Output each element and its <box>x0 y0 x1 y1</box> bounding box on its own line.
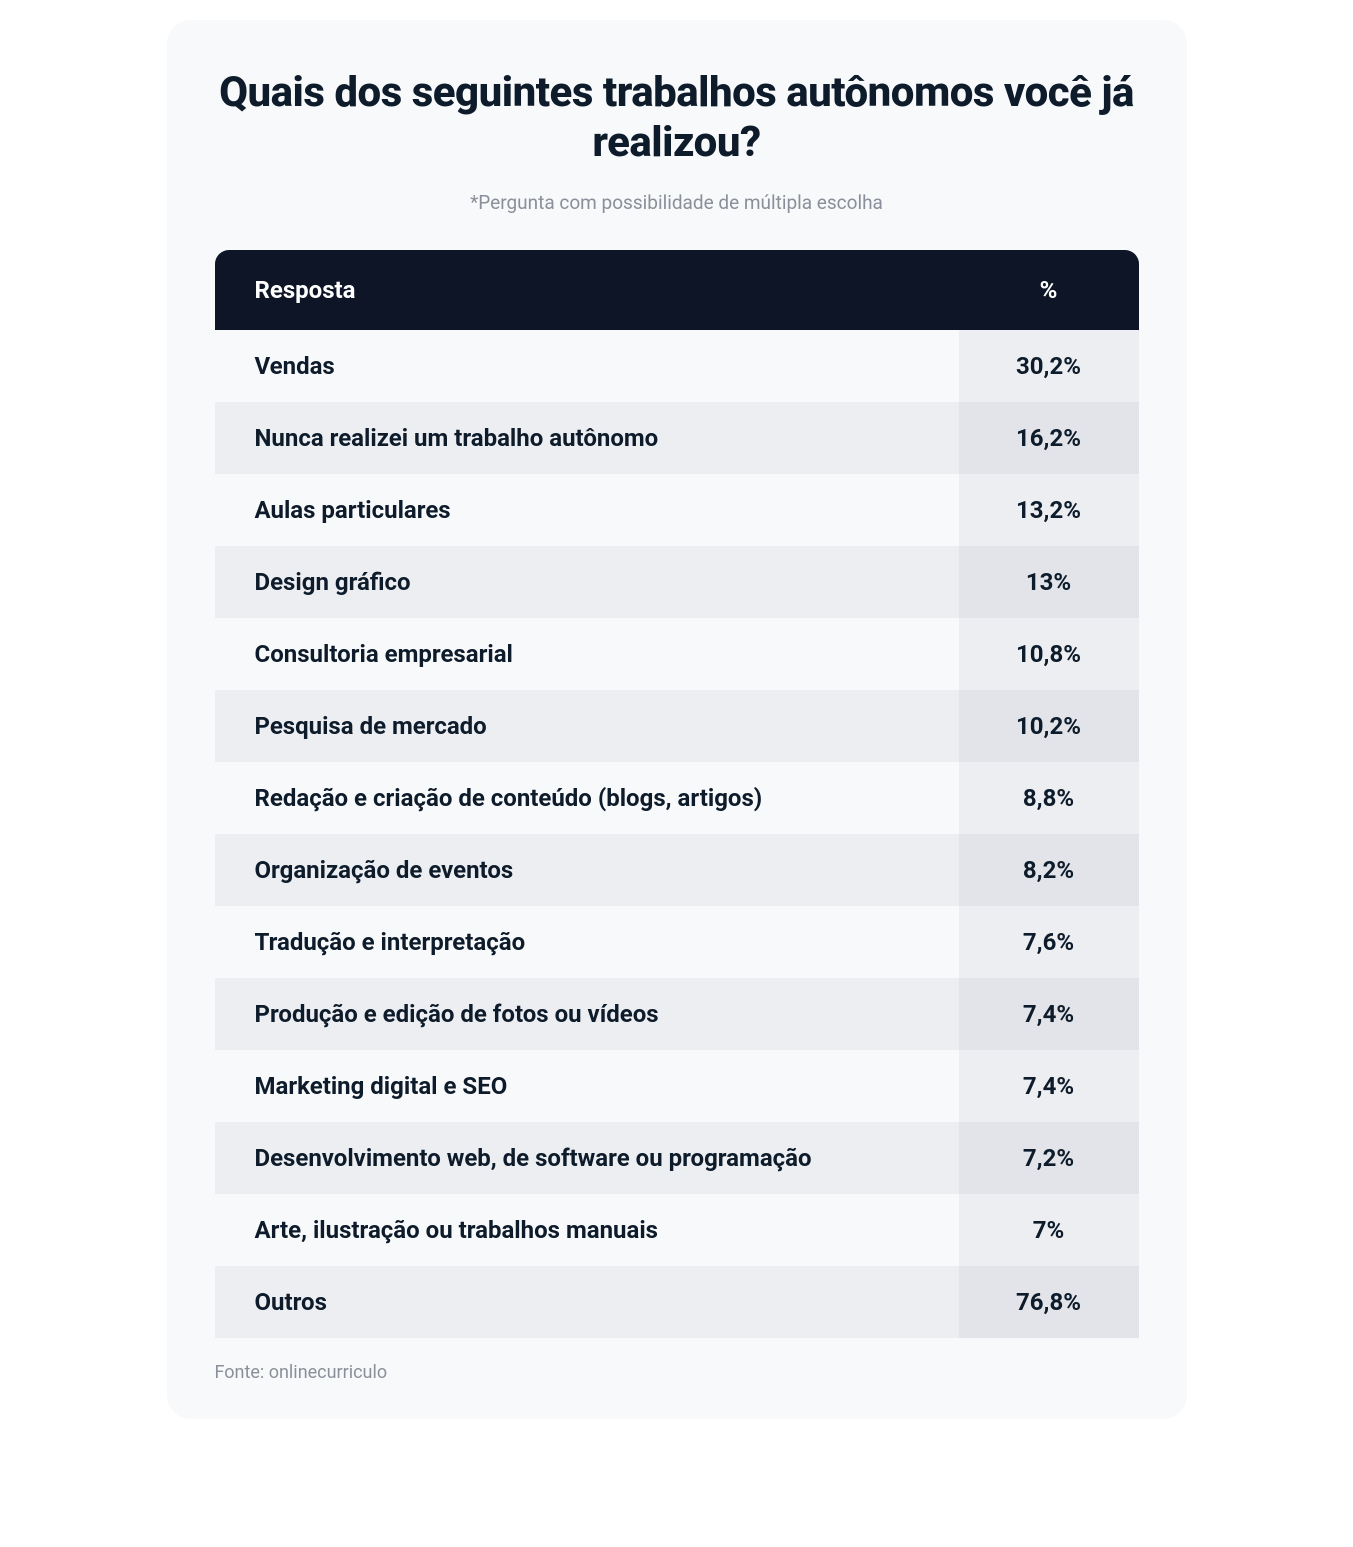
table-row: Produção e edição de fotos ou vídeos7,4% <box>215 978 1139 1050</box>
card-title: Quais dos seguintes trabalhos autônomos … <box>215 68 1139 169</box>
table-row: Redação e criação de conteúdo (blogs, ar… <box>215 762 1139 834</box>
cell-pct: 10,8% <box>959 618 1139 690</box>
cell-pct: 7,6% <box>959 906 1139 978</box>
col-header-resposta: Resposta <box>215 250 959 330</box>
cell-pct: 7,4% <box>959 978 1139 1050</box>
table-row: Desenvolvimento web, de software ou prog… <box>215 1122 1139 1194</box>
cell-resposta: Vendas <box>215 330 959 402</box>
table-row: Organização de eventos8,2% <box>215 834 1139 906</box>
source-label: Fonte: onlinecurriculo <box>215 1362 1139 1383</box>
cell-resposta: Tradução e interpretação <box>215 906 959 978</box>
table-row: Marketing digital e SEO7,4% <box>215 1050 1139 1122</box>
results-table: Resposta % Vendas30,2%Nunca realizei um … <box>215 250 1139 1338</box>
cell-pct: 7,2% <box>959 1122 1139 1194</box>
cell-resposta: Design gráfico <box>215 546 959 618</box>
survey-card: Quais dos seguintes trabalhos autônomos … <box>167 20 1187 1419</box>
cell-pct: 30,2% <box>959 330 1139 402</box>
cell-resposta: Nunca realizei um trabalho autônomo <box>215 402 959 474</box>
table-body: Vendas30,2%Nunca realizei um trabalho au… <box>215 330 1139 1338</box>
table-row: Design gráfico13% <box>215 546 1139 618</box>
table-row: Nunca realizei um trabalho autônomo16,2% <box>215 402 1139 474</box>
cell-resposta: Outros <box>215 1266 959 1338</box>
cell-pct: 13% <box>959 546 1139 618</box>
card-subtitle: *Pergunta com possibilidade de múltipla … <box>215 191 1139 214</box>
cell-resposta: Arte, ilustração ou trabalhos manuais <box>215 1194 959 1266</box>
cell-resposta: Marketing digital e SEO <box>215 1050 959 1122</box>
cell-resposta: Organização de eventos <box>215 834 959 906</box>
cell-pct: 13,2% <box>959 474 1139 546</box>
table-row: Arte, ilustração ou trabalhos manuais7% <box>215 1194 1139 1266</box>
cell-pct: 8,8% <box>959 762 1139 834</box>
cell-resposta: Desenvolvimento web, de software ou prog… <box>215 1122 959 1194</box>
table-row: Aulas particulares13,2% <box>215 474 1139 546</box>
cell-pct: 10,2% <box>959 690 1139 762</box>
table-header-row: Resposta % <box>215 250 1139 330</box>
cell-resposta: Produção e edição de fotos ou vídeos <box>215 978 959 1050</box>
cell-pct: 7,4% <box>959 1050 1139 1122</box>
cell-pct: 7% <box>959 1194 1139 1266</box>
cell-resposta: Pesquisa de mercado <box>215 690 959 762</box>
cell-pct: 8,2% <box>959 834 1139 906</box>
table-row: Pesquisa de mercado10,2% <box>215 690 1139 762</box>
table-row: Tradução e interpretação7,6% <box>215 906 1139 978</box>
cell-pct: 76,8% <box>959 1266 1139 1338</box>
col-header-pct: % <box>959 250 1139 330</box>
cell-resposta: Aulas particulares <box>215 474 959 546</box>
cell-resposta: Consultoria empresarial <box>215 618 959 690</box>
table-row: Outros76,8% <box>215 1266 1139 1338</box>
table-row: Vendas30,2% <box>215 330 1139 402</box>
cell-resposta: Redação e criação de conteúdo (blogs, ar… <box>215 762 959 834</box>
cell-pct: 16,2% <box>959 402 1139 474</box>
table-row: Consultoria empresarial10,8% <box>215 618 1139 690</box>
